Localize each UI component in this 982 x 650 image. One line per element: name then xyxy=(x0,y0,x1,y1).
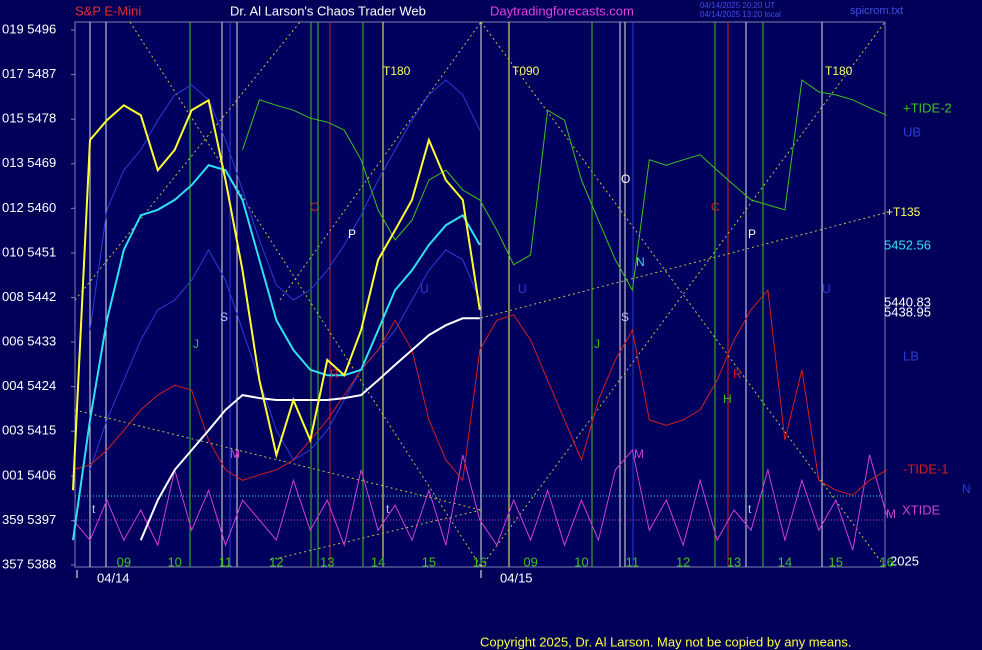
annotation: U xyxy=(822,282,831,296)
x-tick-label: 11 xyxy=(626,554,640,569)
series-label: -TIDE-1 xyxy=(903,461,949,476)
series-line xyxy=(72,164,481,541)
x-tick-label: 12 xyxy=(676,554,690,569)
x-tick-label: 12 xyxy=(269,554,283,569)
x-tick-label: 10 xyxy=(167,554,181,569)
series-label: LB xyxy=(903,348,919,363)
series-line xyxy=(89,79,481,331)
series-line xyxy=(89,248,481,471)
series-label: +TIDE-2 xyxy=(903,100,952,115)
annotation: C xyxy=(711,200,720,214)
y-tick-label: 357 5388 xyxy=(2,556,56,571)
series-line xyxy=(72,288,887,496)
y-tick-label: 004 5424 xyxy=(2,378,56,393)
annotation: M xyxy=(634,447,644,461)
y-tick-label: 019 5496 xyxy=(2,21,56,36)
series-line xyxy=(139,317,480,541)
y-tick-label: 012 5460 xyxy=(2,200,56,215)
annotation: +T135 xyxy=(886,205,921,219)
guide-line xyxy=(480,21,886,568)
guide-line xyxy=(279,21,482,301)
y-tick-label: 008 5442 xyxy=(2,289,56,304)
annotation: t xyxy=(92,502,96,516)
y-tick-label: 013 5469 xyxy=(2,155,56,170)
end-value-label: 5452.56 xyxy=(884,237,931,252)
time-ut: 04/14/2025 20:20 UT xyxy=(700,1,775,10)
x-tick-label: 14 xyxy=(371,554,385,569)
time-local: 04/14/2025 13:20 local xyxy=(700,10,781,19)
annotation: S xyxy=(621,310,629,324)
annotation: R xyxy=(330,367,339,381)
series-line xyxy=(72,449,888,551)
annotation: M xyxy=(886,507,896,521)
annotation: P xyxy=(748,227,756,241)
chart-title: Dr. Al Larson's Chaos Trader Web xyxy=(230,3,426,18)
annotation: P xyxy=(348,227,356,241)
annotation: t xyxy=(386,502,390,516)
x-tick-label: 15 xyxy=(829,554,843,569)
annotation: S xyxy=(220,310,228,324)
x-tick-label: 13 xyxy=(320,554,334,569)
guide-line xyxy=(269,509,482,561)
copyright: Copyright 2025, Dr. Al Larson. May not b… xyxy=(480,634,851,649)
y-tick-label: 017 5487 xyxy=(2,66,56,81)
annotation: N xyxy=(636,255,645,269)
date-label: 04/14 xyxy=(97,570,130,585)
series-label: UB xyxy=(903,124,921,139)
y-tick-label: 006 5433 xyxy=(2,334,56,349)
x-tick-label: 11 xyxy=(219,554,233,569)
annotation: J xyxy=(594,337,600,351)
y-tick-label: 001 5406 xyxy=(2,467,56,482)
end-value-label: 5440.83 xyxy=(884,294,931,309)
annotation: U xyxy=(518,282,527,296)
annotation: O xyxy=(621,172,630,186)
annotation: T180 xyxy=(825,64,853,78)
y-tick-label: 015 5478 xyxy=(2,111,56,126)
x-tick-label: 10 xyxy=(574,554,588,569)
annotation: C xyxy=(310,200,319,214)
series-label: XTIDE xyxy=(902,502,941,517)
x-tick-label: 16 xyxy=(473,554,487,569)
end-value-label: 5438.95 xyxy=(884,304,931,319)
file-label: spicrom.txt xyxy=(850,5,903,17)
y-tick-label: 359 5397 xyxy=(2,512,56,527)
annotation: R xyxy=(733,367,742,381)
annotation: U xyxy=(420,282,429,296)
annotation: H xyxy=(723,392,732,406)
annotation: T090 xyxy=(512,64,540,78)
date-label: 04/15 xyxy=(500,570,533,585)
annotation: N xyxy=(962,482,971,496)
x-tick-label: 14 xyxy=(778,554,792,569)
guide-line xyxy=(129,21,482,568)
y-tick-label: 010 5451 xyxy=(2,244,56,259)
x-tick-label: 09 xyxy=(117,554,131,569)
annotation: M xyxy=(230,447,240,461)
x-tick-label: 16 xyxy=(879,554,893,569)
vertical-markers xyxy=(89,22,823,567)
y-tick-label: 003 5415 xyxy=(2,423,56,438)
x-tick-label: 13 xyxy=(727,554,741,569)
plot-area xyxy=(74,21,886,568)
series-line xyxy=(72,98,481,491)
site-label: Daytradingforecasts.com xyxy=(490,3,634,18)
x-tick-label: 15 xyxy=(422,554,436,569)
instrument-label: S&P E-Mini xyxy=(75,3,141,18)
annotation: t xyxy=(748,502,752,516)
year-label: 2025 xyxy=(890,553,919,568)
series-line xyxy=(242,79,887,292)
x-tick-label: 09 xyxy=(523,554,537,569)
annotation: T180 xyxy=(383,64,411,78)
annotation: J xyxy=(193,337,199,351)
